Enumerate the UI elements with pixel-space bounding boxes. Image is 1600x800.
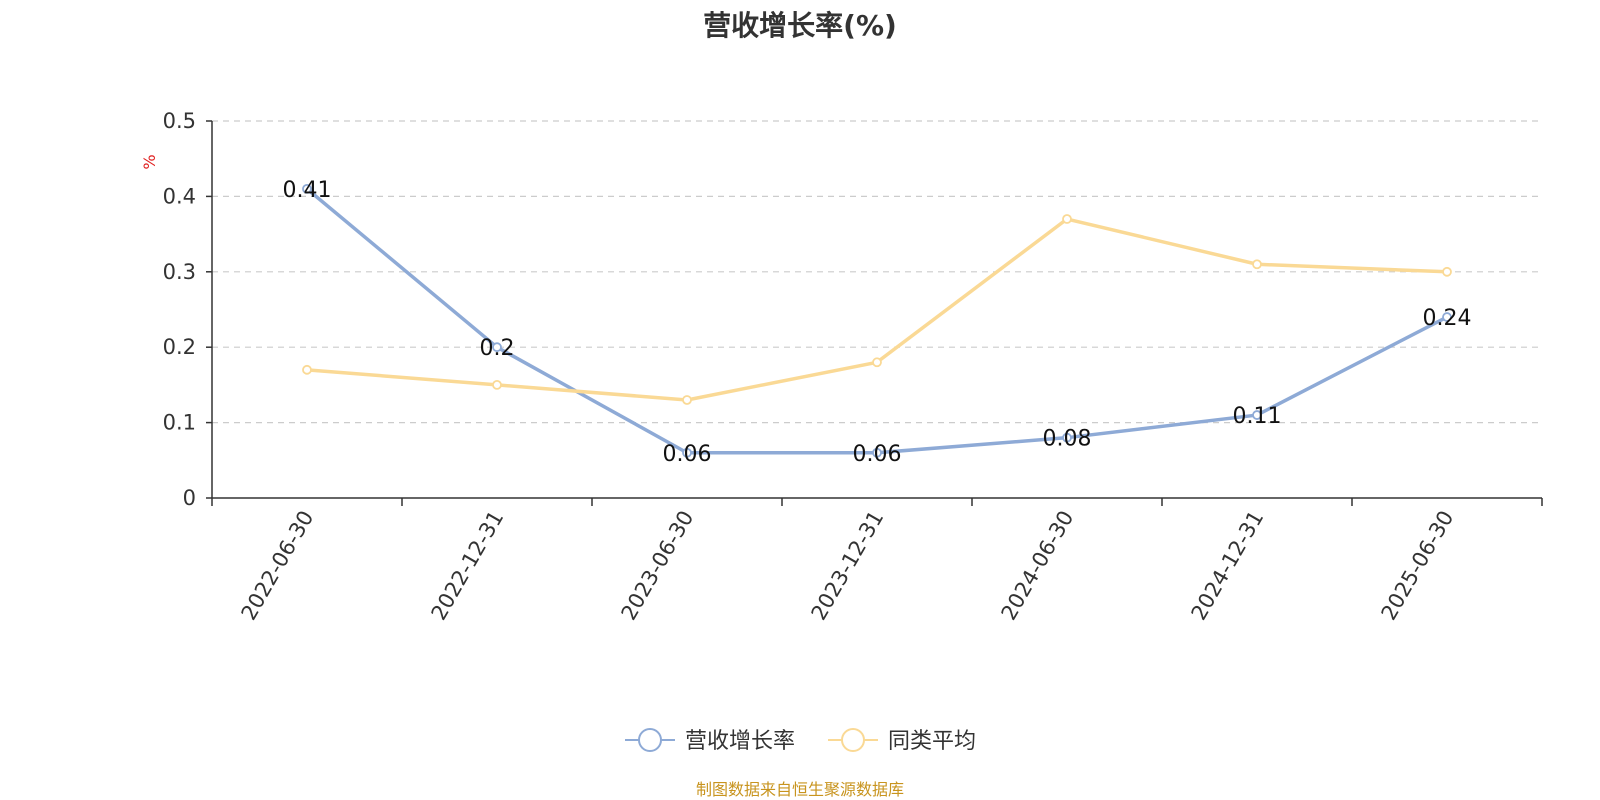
data-label: 0.2 (480, 336, 515, 361)
x-tick-label: 2022-06-30 (237, 507, 319, 625)
data-point (302, 364, 312, 375)
data-label: 0.24 (1423, 306, 1472, 331)
x-tick-label: 2024-06-30 (997, 507, 1079, 625)
x-tick-label: 2024-12-31 (1187, 507, 1269, 625)
data-point (492, 379, 502, 390)
series-line-2 (306, 217, 1448, 402)
data-point (1252, 259, 1262, 270)
data-point (1442, 266, 1452, 277)
data-point (1252, 410, 1262, 420)
x-tick-label: 2022-12-31 (427, 507, 509, 625)
legend-marker (841, 728, 865, 752)
y-tick-label: 0.5 (163, 109, 196, 133)
y-tick-label: 0 (183, 486, 196, 510)
legend-item-2[interactable]: 同类平均 (828, 728, 976, 754)
legend-marker (638, 728, 662, 752)
chart-title: 营收增长率(%) (703, 9, 897, 42)
data-point (682, 395, 692, 405)
x-tick-label: 2023-12-31 (807, 507, 889, 625)
data-point (872, 447, 882, 458)
data-point (1062, 214, 1072, 224)
x-tick-label: 2023-06-30 (617, 507, 699, 625)
data-point (1062, 432, 1072, 443)
legend-item-1[interactable]: 营收增长率 (625, 728, 795, 754)
data-label: 0.06 (663, 442, 712, 467)
series (302, 183, 1452, 458)
data-label: 0.41 (283, 178, 332, 203)
y-tick-label: 0.1 (163, 411, 196, 435)
data-label: 0.11 (1233, 404, 1282, 429)
data-point (682, 447, 692, 458)
y-tick-label: 0.2 (163, 335, 196, 359)
x-tick-label: 2025-06-30 (1377, 507, 1459, 625)
legend-label: 同类平均 (888, 729, 976, 754)
legend[interactable]: 营收增长率 同类平均 (625, 728, 976, 754)
data-label: 0.06 (853, 442, 902, 467)
grid-lines (212, 120, 1542, 424)
data-labels: 0.41 0.2 0.06 0.06 0.08 0.11 0.24 (283, 178, 1472, 467)
data-point (872, 357, 882, 368)
y-axis-label: % (140, 154, 159, 169)
data-point (1442, 312, 1452, 322)
data-point (302, 183, 312, 194)
data-label: 0.08 (1043, 427, 1092, 452)
y-tick-label: 0.3 (163, 260, 196, 284)
source-note: 制图数据来自恒生聚源数据库 (695, 780, 904, 799)
axes: 0 0.1 0.2 0.3 0.4 0.5% 2022-06-30 2022-12-31 202… (140, 109, 1543, 625)
y-tick-label: 0.4 (163, 184, 196, 208)
legend-label: 营收增长率 (685, 729, 795, 754)
data-point (492, 342, 502, 353)
